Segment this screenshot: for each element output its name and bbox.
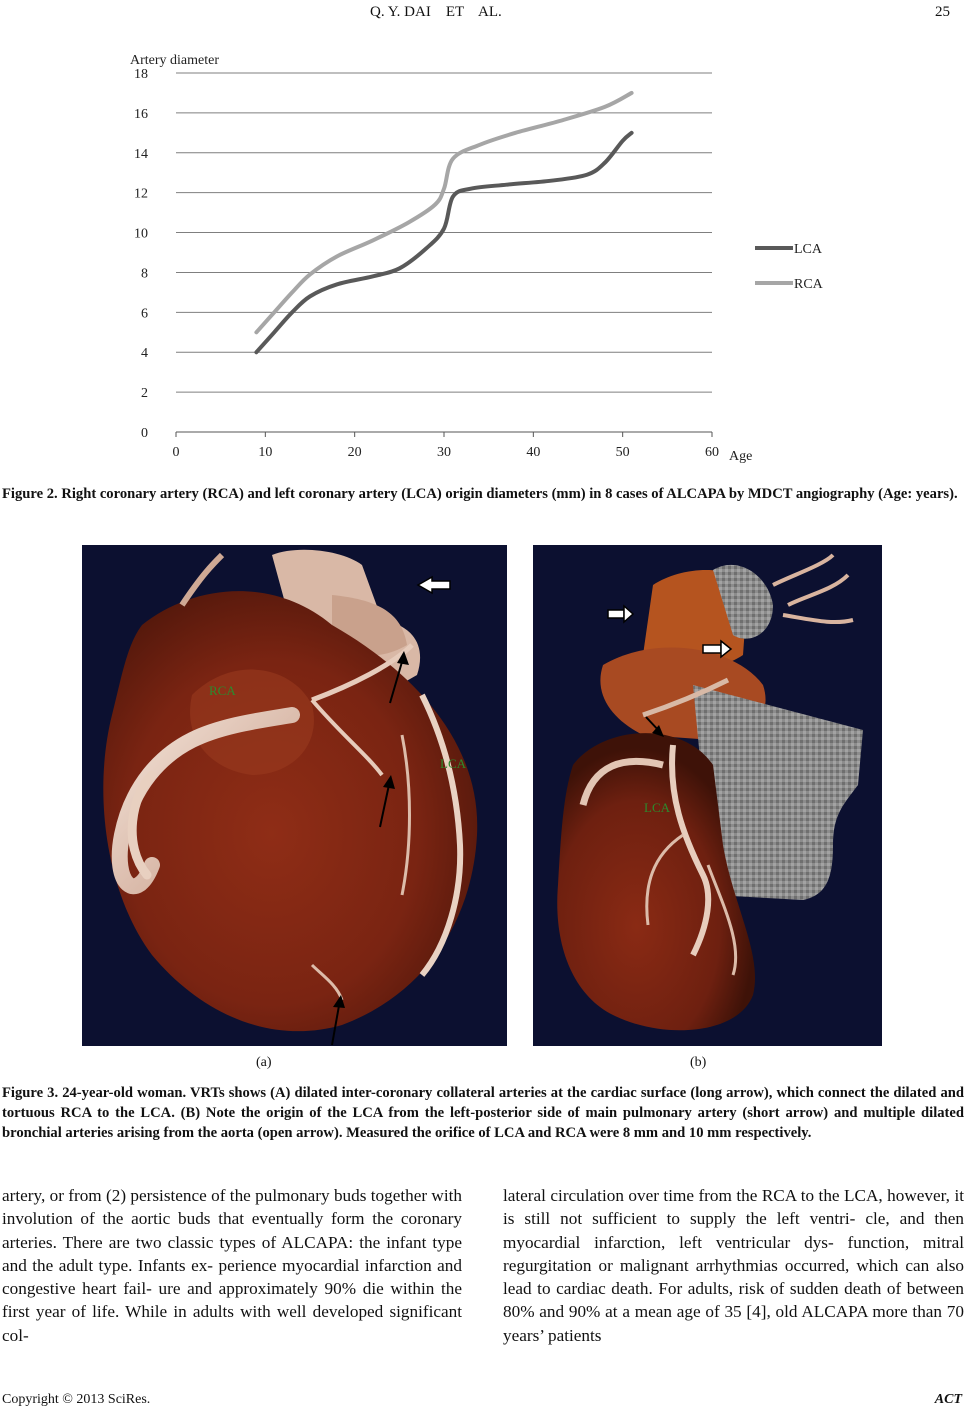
y-tick-label: 0 [141, 426, 148, 441]
x-tick-label: 50 [616, 445, 630, 460]
chart-legend: LCA RCA [755, 242, 824, 292]
figure-3a-image: RCA LCA [82, 545, 507, 1046]
y-tick-label: 12 [134, 187, 148, 202]
series-line-lca [254, 130, 634, 355]
y-tick-label: 14 [134, 147, 148, 162]
x-tick-label: 60 [705, 445, 719, 460]
panel-a-lca-label: LCA [440, 756, 467, 771]
running-header-authors: Q. Y. DAI ET AL. [370, 4, 502, 20]
x-axis-label: Age [729, 449, 752, 464]
y-tick-label: 2 [141, 386, 148, 401]
line-chart: 0 2 4 6 8 10 12 14 16 18 0 10 20 30 40 50 60 Artery diame… [130, 53, 824, 464]
x-tick-label: 40 [526, 445, 540, 460]
x-tick-label: 10 [258, 445, 272, 460]
page-number: 25 [935, 4, 950, 20]
chart-gridlines [176, 72, 712, 393]
x-tick-label: 20 [348, 445, 362, 460]
panel-a-rca-label: RCA [209, 683, 236, 698]
y-tick-label: 8 [141, 266, 148, 281]
x-tick-label: 30 [437, 445, 451, 460]
body-text-right-column: lateral circulation over time from the R… [503, 1184, 964, 1347]
y-tick-label: 4 [141, 346, 148, 361]
figure-3-caption: Figure 3. 24-year-old woman. VRTs shows … [2, 1085, 964, 1141]
panel-b-lca-label: LCA [644, 800, 671, 815]
y-tick-label: 18 [134, 67, 148, 82]
legend-label: LCA [794, 242, 823, 257]
chart-axes: 0 2 4 6 8 10 12 14 16 18 0 10 20 30 40 50 60 Artery diame… [130, 53, 752, 464]
body-text-left-column: artery, or from (2) persistence of the p… [2, 1184, 462, 1347]
y-axis-label: Artery diameter [130, 53, 219, 68]
figure-3b-image: LCA [533, 545, 882, 1046]
heart-render-a: RCA LCA [82, 545, 507, 1046]
journal-abbrev: ACT [934, 1392, 962, 1407]
body-paragraph-right: lateral circulation over time from the R… [503, 1186, 964, 1345]
figure-2-chart: 0 2 4 6 8 10 12 14 16 18 0 10 20 30 40 50 60 Artery diame… [100, 40, 880, 480]
x-tick-label: 0 [173, 445, 180, 460]
y-tick-label: 16 [134, 107, 148, 122]
legend-label: RCA [794, 277, 824, 292]
y-tick-label: 10 [134, 227, 148, 242]
chart-series [254, 90, 634, 355]
running-header: Q. Y. DAI ET AL. 25 [0, 4, 966, 24]
panel-a-tag: (a) [256, 1055, 272, 1070]
panel-b-tag: (b) [690, 1055, 707, 1070]
series-line-rca [254, 90, 634, 335]
body-paragraph-left: artery, or from (2) persistence of the p… [2, 1186, 462, 1345]
y-tick-label: 6 [141, 306, 148, 321]
heart-render-b: LCA [533, 545, 882, 1046]
figure-2-caption: Figure 2. Right coronary artery (RCA) an… [2, 486, 958, 502]
copyright-notice: Copyright © 2013 SciRes. [2, 1392, 151, 1407]
